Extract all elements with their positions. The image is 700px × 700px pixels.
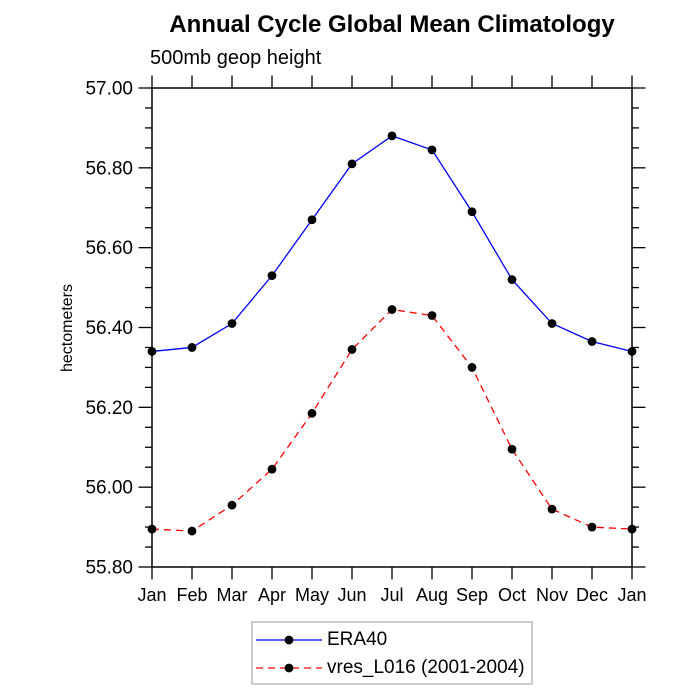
y-tick-label: 56.20 — [85, 398, 133, 419]
data-point-marker-era40 — [187, 343, 197, 352]
data-point-marker-era40 — [267, 271, 277, 281]
data-point-marker-vres-l016 — [507, 444, 517, 454]
data-point-marker-vres-l016 — [147, 524, 157, 534]
y-tick-label: 56.40 — [85, 318, 133, 339]
x-tick-label: Feb — [176, 585, 207, 605]
data-point-marker-vres-l016 — [467, 363, 477, 372]
legend-marker-sample-vres-l016 — [284, 663, 294, 673]
x-tick-label: Nov — [536, 585, 568, 605]
chart-title: Annual Cycle Global Mean Climatology — [169, 11, 615, 38]
data-point-marker-vres-l016 — [587, 522, 597, 532]
y-axis-label: hectometers — [59, 283, 76, 373]
data-point-marker-era40 — [547, 319, 557, 328]
x-tick-label: Sep — [456, 585, 488, 605]
x-tick-label: Jun — [337, 585, 366, 605]
legend-label-era40: ERA40 — [327, 629, 388, 650]
data-point-marker-vres-l016 — [267, 464, 277, 474]
x-tick-label: Apr — [258, 585, 286, 605]
data-point-marker-era40 — [627, 347, 637, 356]
data-point-marker-era40 — [587, 337, 597, 346]
y-tick-label: 56.80 — [85, 158, 133, 179]
data-point-marker-era40 — [227, 319, 237, 328]
data-point-marker-era40 — [427, 145, 437, 155]
x-tick-label: May — [295, 585, 329, 605]
series-line-era40 — [151, 135, 633, 353]
x-tick-label: Mar — [217, 585, 248, 605]
data-point-marker-era40 — [467, 207, 477, 217]
x-tick-label: Aug — [416, 585, 448, 605]
data-point-marker-era40 — [307, 215, 317, 225]
data-point-marker-vres-l016 — [227, 500, 237, 510]
legend-marker-sample-era40 — [284, 635, 294, 645]
x-tick-label: Dec — [576, 585, 608, 605]
data-point-marker-vres-l016 — [547, 504, 557, 514]
legend-box — [251, 621, 533, 685]
data-point-marker-vres-l016 — [387, 305, 397, 314]
series-line-vres-l016 — [151, 308, 633, 532]
x-tick-label: Jan — [617, 585, 646, 605]
data-point-marker-era40 — [147, 347, 157, 356]
x-tick-label: Jul — [380, 585, 403, 605]
data-point-marker-era40 — [387, 131, 397, 141]
data-point-marker-vres-l016 — [187, 526, 197, 536]
y-tick-label: 55.80 — [85, 558, 133, 579]
y-tick-label: 57.00 — [85, 79, 133, 100]
chart-subtitle: 500mb geop height — [150, 47, 322, 69]
y-tick-label: 56.00 — [85, 478, 133, 499]
data-point-marker-vres-l016 — [307, 408, 317, 418]
y-tick-label: 56.60 — [85, 238, 133, 259]
legend-label-vres-l016: vres_L016 (2001-2004) — [327, 657, 525, 678]
data-point-marker-vres-l016 — [627, 524, 637, 534]
x-tick-label: Jan — [137, 585, 166, 605]
x-tick-label: Oct — [498, 585, 526, 605]
data-point-marker-vres-l016 — [347, 345, 357, 354]
data-point-marker-vres-l016 — [427, 311, 437, 320]
data-point-marker-era40 — [507, 275, 517, 284]
data-point-marker-era40 — [347, 159, 357, 169]
